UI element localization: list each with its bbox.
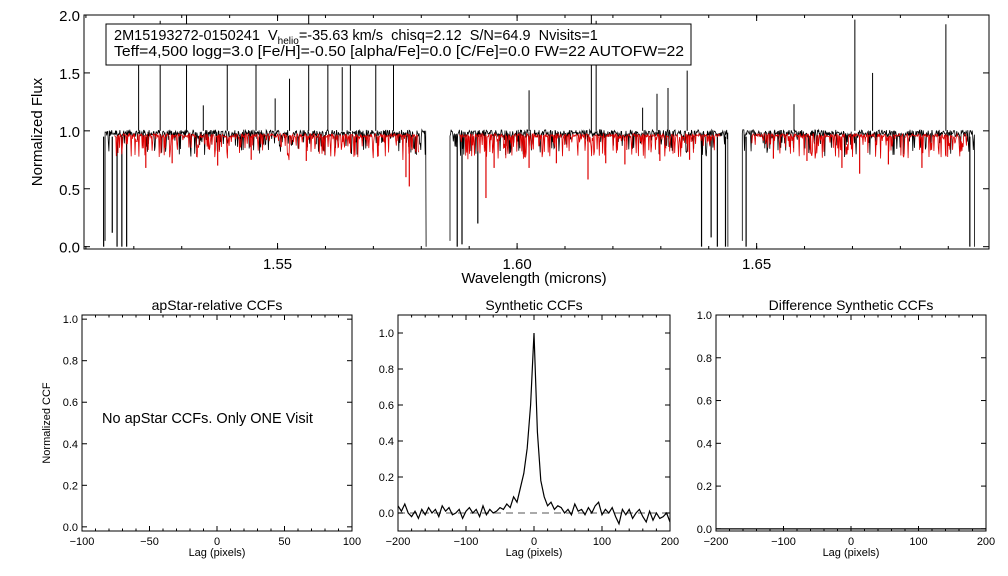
- difference-ccf-ticks: −200 −100 0 100 200 0.0 0.2 0.4 0.6 0.8 1.0: [697, 310, 995, 548]
- y-tick-label: 0.6: [697, 396, 712, 408]
- spectrum-panel: 1.55 1.60 1.65 0.0 0.5 1.0 1.5 2.0 2M15193272-0…: [29, 8, 990, 287]
- x-tick-label: −50: [140, 536, 159, 548]
- difference-ccf-frame: [715, 314, 987, 532]
- y-tick-label: 1.0: [697, 310, 712, 322]
- y-tick-label: 0.2: [63, 480, 78, 492]
- difference-ccf-title: Difference Synthetic CCFs: [769, 297, 934, 313]
- y-tick-label: 0.8: [63, 356, 78, 368]
- y-tick-label: 0.0: [697, 524, 712, 536]
- vhelio-value: =-35.63 km/s: [299, 28, 383, 44]
- spectrum-series: [103, 15, 975, 247]
- y-tick-label: 0.0: [59, 240, 80, 257]
- x-tick-label: 200: [977, 536, 995, 548]
- info-line-1: 2M15193272-0150241 Vhelio=-35.63 km/s ch…: [114, 28, 598, 47]
- apstar-ccf-title: apStar-relative CCFs: [152, 297, 283, 313]
- y-tick-label: 0.2: [379, 472, 394, 484]
- y-tick-label: 0.8: [697, 353, 712, 365]
- apstar-ccf-annotation: No apStar CCFs. Only ONE Visit: [102, 411, 313, 427]
- x-tick-label: 1.60: [502, 256, 531, 273]
- x-tick-label: 200: [661, 536, 679, 548]
- x-tick-label: −200: [704, 536, 729, 548]
- synthetic-ccf-panel: −200 −100 0 100 200 0.0 0.2 0.4 0.6 0.8 1.0 Synthe…: [379, 297, 679, 559]
- y-tick-label: 0.8: [379, 364, 394, 376]
- synthetic-ccf-line: [397, 332, 671, 526]
- x-tick-label: 100: [593, 536, 611, 548]
- y-tick-label: 0.6: [379, 400, 394, 412]
- spectrum-ticks: 1.55 1.60 1.65 0.0 0.5 1.0 1.5 2.0: [59, 8, 989, 273]
- spectrum-xlabel: Wavelength (microns): [461, 270, 606, 287]
- nvisits: Nvisits=1: [539, 28, 598, 44]
- spectrum-frame: [83, 14, 990, 250]
- x-tick-label: 100: [909, 536, 927, 548]
- x-tick-label: 0: [848, 536, 854, 548]
- synthetic-ccf-xlabel: Lag (pixels): [506, 547, 563, 559]
- synthetic-ccf-ticks: −200 −100 0 100 200 0.0 0.2 0.4 0.6 0.8 1.0: [379, 315, 679, 548]
- sn: S/N=64.9: [470, 28, 531, 44]
- apstar-ccf-ticks: −100 −50 0 50 100 0.0 0.2 0.4 0.6 0.8 1.0: [63, 314, 361, 548]
- x-tick-label: 50: [278, 536, 290, 548]
- chisq: chisq=2.12: [391, 28, 462, 44]
- apstar-ccf-xlabel: Lag (pixels): [189, 547, 246, 559]
- x-tick-label: 1.65: [742, 256, 771, 273]
- x-tick-label: 100: [343, 536, 361, 548]
- x-tick-label: −100: [771, 536, 796, 548]
- y-tick-label: 0.0: [379, 508, 394, 520]
- y-tick-label: 2.0: [59, 8, 80, 25]
- y-tick-label: 0.4: [379, 436, 394, 448]
- y-tick-label: 0.2: [697, 481, 712, 493]
- observed-spectrum-line: [104, 128, 975, 247]
- vhelio-sub: helio: [278, 36, 300, 47]
- x-tick-label: 0: [214, 536, 220, 548]
- y-tick-label: 1.0: [379, 328, 394, 340]
- x-tick-label: 1.55: [263, 256, 292, 273]
- star-id: 2M15193272-0150241: [114, 28, 260, 44]
- vhelio-label: V: [268, 28, 278, 44]
- y-tick-label: 1.0: [63, 314, 78, 326]
- info-box: [105, 23, 692, 66]
- synthetic-ccf-title: Synthetic CCFs: [485, 297, 582, 313]
- y-tick-label: 0.5: [59, 182, 80, 199]
- y-tick-label: 0.6: [63, 397, 78, 409]
- x-tick-label: −200: [386, 536, 411, 548]
- synthetic-ccf-series: [397, 332, 671, 526]
- difference-ccf-panel: −200 −100 0 100 200 0.0 0.2 0.4 0.6 0.8 1.0 Differ…: [697, 297, 995, 559]
- y-tick-label: 1.0: [59, 124, 80, 141]
- apstar-ccf-ylabel: Normalized CCF: [41, 382, 53, 464]
- spectrum-ylabel: Normalized Flux: [29, 77, 46, 186]
- y-tick-label: 0.4: [63, 439, 78, 451]
- x-tick-label: −100: [454, 536, 479, 548]
- apstar-ccf-panel: −100 −50 0 50 100 0.0 0.2 0.4 0.6 0.8 1.0 apStar-r…: [41, 297, 361, 559]
- x-tick-label: 0: [531, 536, 537, 548]
- x-tick-label: −100: [70, 536, 95, 548]
- y-tick-label: 0.0: [63, 522, 78, 534]
- y-tick-label: 0.4: [697, 438, 712, 450]
- difference-ccf-xlabel: Lag (pixels): [823, 547, 880, 559]
- y-tick-label: 1.5: [59, 66, 80, 83]
- info-line-2: Teff=4,500 logg=3.0 [Fe/H]=-0.50 [alpha/…: [114, 44, 684, 60]
